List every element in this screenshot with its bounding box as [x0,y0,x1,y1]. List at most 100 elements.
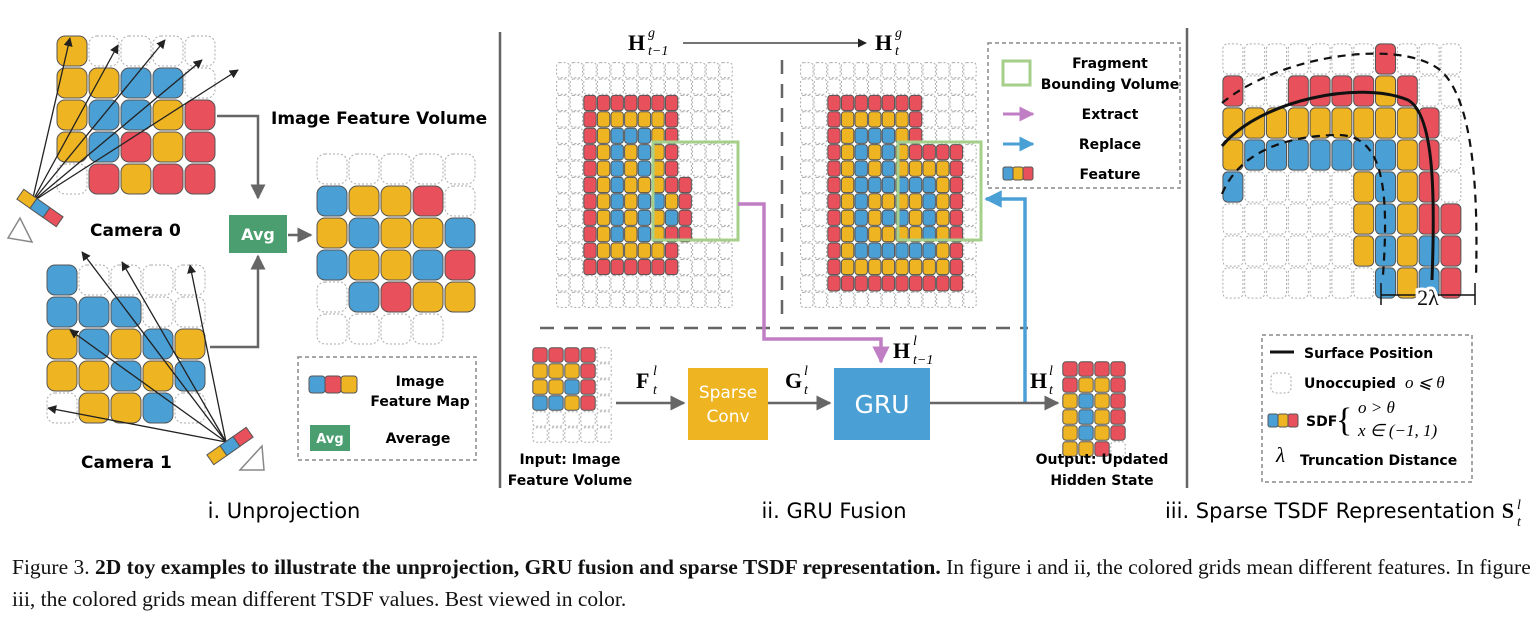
hg-prev-cell [556,160,570,177]
input-cell [564,363,580,379]
hg-prev-cell [692,258,706,276]
hg-cur-cell [963,62,977,79]
legend-unoccupied-label: Unoccupied [1304,376,1396,392]
tsdf-cell [1266,139,1287,171]
volume-cell [348,313,380,345]
hg-prev-cell [624,275,638,292]
tsdf-cell [1287,171,1309,203]
hg-cur-cell [949,291,964,308]
hg-prev-cell [719,291,733,308]
camera-ray [31,69,239,203]
hg-cur-cell [868,62,882,79]
hg-cur-cell [813,275,828,292]
legend-feature-map-icon [308,375,358,394]
hg-prev-cell [596,144,611,161]
input-feature-volume-grid [532,347,612,443]
hg-cur-cell [922,291,936,308]
tsdf-cell [1244,267,1266,299]
avg-box [229,215,287,253]
input-cell [532,363,548,379]
hg-cur-cell [840,209,855,226]
tsdf-cell [1309,235,1331,267]
hg-cur-cell [949,226,964,243]
tsdf-cell [1287,107,1309,139]
cam1-cell [46,264,78,296]
tsdf-cell [1418,235,1440,267]
hg-cur-cell [854,144,868,161]
hg-prev-cell [678,144,692,161]
cam0-cell [56,99,88,131]
hg-prev-cell [583,144,597,161]
hg-prev-cell [664,258,679,276]
volume-cell [444,153,476,185]
truncation-boundary-inner [1220,133,1387,276]
hg-cur-cell [813,111,828,128]
hg-cur-cell [813,193,828,210]
caption-rest: In figure i and ii, the colored grids me… [12,555,1531,611]
cam1-cell [174,296,206,328]
hg-prev-cell [678,111,692,128]
h-prev-sub: t−1 [913,353,933,368]
hg-cur-cell [908,144,923,161]
hg-prev-cell [610,291,624,308]
hg-prev-cell [664,275,679,292]
hg-prev-cell [637,258,652,276]
hg-cur-label: H [875,30,892,55]
hg-prev-cell [664,144,679,161]
hg-cur-cell [936,275,950,292]
tsdf-cell [1375,139,1396,171]
camera-ray [121,261,227,443]
hg-cur-cell [881,275,896,292]
hg-prev-cell [624,258,638,276]
hg-cur-cell [949,111,964,128]
hg-cur-cell [881,111,896,128]
volume-cell [348,185,380,217]
cam0-cell [152,131,184,163]
tsdf-cell [1266,267,1287,299]
tsdf-cell [1244,171,1266,203]
hg-prev-cell [569,176,584,194]
hg-prev-cell [610,226,624,243]
hg-cur-cell [949,127,964,144]
hg-prev-cell [583,275,597,292]
legend-unoccupied-icon [1270,372,1292,394]
tsdf-cell [1309,171,1331,203]
hg-prev-cell [692,127,706,144]
hg-cur-cell [813,78,828,95]
tsdf-cell [1222,43,1244,75]
cam1-cell [110,264,142,296]
output-cell [1110,361,1126,377]
hg-prev-cell [610,176,624,194]
hg-cur-cell [868,144,882,161]
hg-prev-cell [624,94,638,112]
hg-cur-cell [936,193,950,210]
hg-prev-cell [664,209,679,226]
hg-cur-cell [800,258,814,276]
hg-cur-cell [868,291,882,308]
panel-gru-fusion: H g t−1 H g t Fragment Bounding Volume E… [508,26,1181,523]
cam0-cell [56,67,88,99]
hg-prev-cell [583,111,597,128]
hg-prev-cell [583,176,597,194]
hg-prev-cell [583,62,597,79]
hg-prev-cell [624,78,638,95]
tsdf-cell [1375,43,1396,75]
camera-ray [31,59,203,203]
hg-cur-cell [922,258,936,276]
hg-prev-cell [610,144,624,161]
hg-cur-cell [963,144,977,161]
hg-prev-cell [637,94,652,112]
hg-cur-cell [936,242,950,259]
camera-ray [31,37,73,203]
hg-cur-cell [908,94,923,112]
hg-prev-cell [569,127,584,144]
hg-cur-cell [949,242,964,259]
cam1-cell [174,360,206,392]
hg-cur-cell [868,258,882,276]
volume-cell [380,217,412,249]
hg-cur-cell [813,62,828,79]
input-cell [548,395,564,411]
tsdf-cell [1440,203,1462,235]
hg-cur-cell [827,176,841,194]
hg-cur-cell [936,291,950,308]
